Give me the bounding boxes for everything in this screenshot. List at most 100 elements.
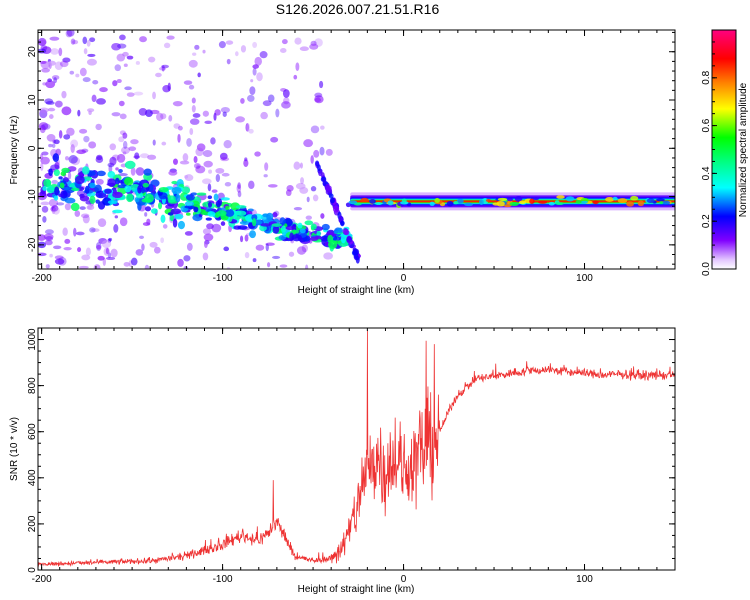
noise-blob: [62, 227, 68, 236]
noise-blob: [167, 82, 171, 92]
noise-blob: [43, 233, 54, 241]
noise-blob: [320, 125, 325, 130]
noise-blob: [133, 91, 144, 96]
noise-blob: [117, 172, 128, 177]
band-blob: [175, 194, 181, 203]
noise-blob: [256, 72, 263, 82]
x-tick-label: -200: [32, 273, 52, 284]
noise-blob: [201, 178, 212, 185]
streak-blob: [346, 236, 353, 243]
band-blob: [82, 166, 90, 175]
tone-blob: [529, 198, 535, 204]
noise-blob: [97, 255, 105, 261]
noise-blob: [39, 107, 49, 113]
y-tick-label: 10: [27, 94, 38, 106]
noise-blob: [89, 37, 96, 43]
noise-blob: [192, 113, 201, 118]
colorbar-label: Normalized spectral amplitude: [738, 82, 749, 217]
band-blob: [158, 202, 163, 210]
noise-blob: [155, 72, 162, 78]
tone-blob: [626, 201, 635, 207]
noise-blob: [152, 91, 156, 100]
band-blob: [237, 225, 248, 230]
band-blob: [89, 195, 96, 205]
noise-blob: [275, 108, 280, 118]
noise-blob: [196, 164, 200, 170]
noise-blob: [296, 246, 307, 255]
noise-blob: [305, 264, 309, 269]
noise-blob: [194, 44, 200, 50]
tone-blob: [655, 198, 665, 202]
band-blob: [117, 184, 128, 189]
noise-blob: [38, 122, 49, 131]
noise-blob: [41, 67, 50, 73]
band-blob: [104, 188, 112, 194]
band-blob: [279, 217, 286, 226]
noise-blob: [56, 202, 65, 206]
noise-blob: [70, 144, 75, 153]
band-blob: [205, 217, 212, 221]
noise-blob: [246, 123, 250, 132]
noise-blob: [72, 39, 79, 45]
band-blob: [118, 168, 123, 173]
noise-blob: [262, 100, 272, 107]
band-blob: [297, 222, 303, 229]
band-blob: [239, 220, 251, 225]
band-blob: [266, 212, 274, 221]
noise-blob: [224, 181, 232, 187]
noise-blob: [225, 40, 234, 45]
noise-blob: [235, 116, 245, 123]
noise-blob: [92, 79, 99, 85]
noise-blob: [220, 157, 230, 162]
tone-blob: [548, 201, 555, 206]
tone-blob: [646, 198, 655, 204]
noise-blob: [236, 184, 242, 193]
tone-blob: [507, 198, 513, 202]
noise-blob: [144, 264, 150, 269]
page-title: S126.2026.007.21.51.R16: [275, 1, 440, 17]
noise-blob: [91, 228, 100, 232]
noise-blob: [107, 252, 112, 259]
band-blob: [124, 185, 132, 193]
noise-blob: [105, 256, 116, 261]
band-blob: [171, 186, 182, 195]
noise-blob: [320, 213, 325, 219]
noise-blob: [215, 168, 225, 174]
noise-blob: [211, 223, 222, 233]
noise-blob: [53, 139, 60, 145]
band-blob: [148, 183, 154, 192]
tone-blob: [497, 197, 508, 201]
noise-blob: [59, 60, 69, 68]
tone-blob: [532, 197, 540, 201]
noise-blob: [226, 58, 231, 65]
tone-blob: [446, 200, 454, 207]
band-blob: [299, 228, 306, 234]
tone-blob: [575, 200, 582, 204]
noise-blob: [126, 92, 135, 97]
tone-blob: [580, 200, 588, 204]
noise-blob: [139, 153, 150, 159]
noise-blob: [191, 97, 196, 104]
noise-blob: [38, 234, 46, 241]
noise-blob: [51, 75, 60, 80]
noise-blob: [188, 84, 195, 90]
colorbar-ticks: 0.0 0.2 0.4 0.6 0.8: [701, 41, 717, 276]
streak-blob: [322, 178, 327, 187]
band-blob: [304, 220, 314, 226]
noise-blob: [85, 247, 91, 256]
snr-frame: [37, 327, 676, 571]
y-tick-label: 600: [27, 423, 38, 440]
noise-blob: [305, 215, 312, 220]
band-blob: [141, 198, 152, 203]
noise-blob: [49, 114, 54, 120]
noise-blob: [54, 258, 65, 265]
noise-blob: [325, 148, 333, 156]
noise-blob: [285, 189, 292, 197]
noise-blob: [82, 77, 91, 83]
noise-blob: [195, 147, 204, 157]
noise-blob: [195, 165, 206, 174]
band-blob: [252, 218, 257, 227]
band-blob: [53, 195, 59, 201]
band-blob: [112, 191, 123, 199]
noise-blob: [86, 204, 95, 211]
